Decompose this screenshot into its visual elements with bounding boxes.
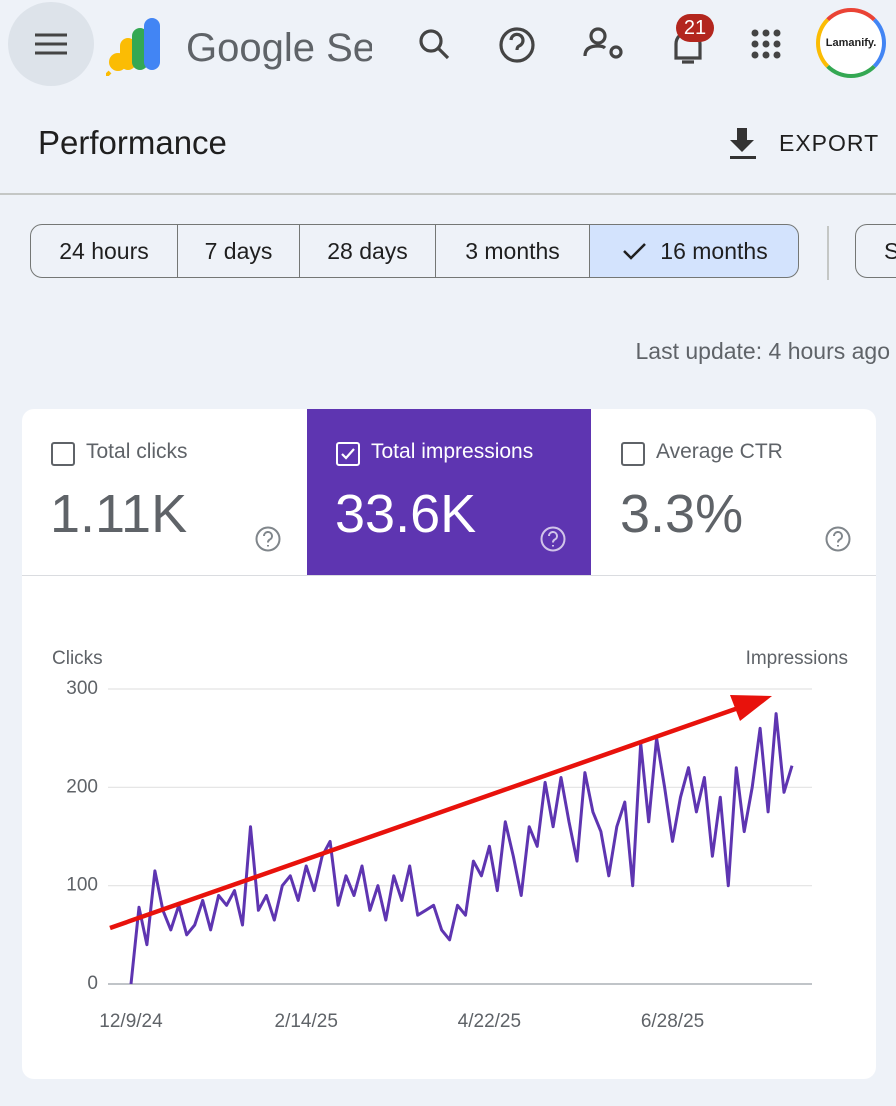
metric-value: 1.11K: [50, 484, 188, 544]
impressions-line: [129, 712, 794, 985]
date-range-button[interactable]: 3 months: [435, 224, 590, 278]
y-tick-label: 300: [66, 678, 98, 699]
x-tick-label: 12/9/24: [99, 1011, 163, 1032]
app-name: Google Sea: [186, 26, 372, 70]
y-tick-label: 200: [66, 776, 98, 797]
checkbox: [336, 442, 360, 466]
tile-divider: [22, 575, 876, 576]
y-tick-label: 0: [87, 973, 98, 994]
toolbar-icons: [419, 27, 781, 64]
separator: [827, 226, 829, 280]
avatar[interactable]: Lamanify.: [816, 8, 886, 78]
metric-value: 33.6K: [335, 484, 477, 544]
checkbox-box: [51, 442, 75, 466]
date-range-label: 28 days: [327, 237, 408, 264]
date-range-button[interactable]: 24 hours: [30, 224, 178, 278]
logo: [106, 18, 160, 76]
checkbox-box: [336, 442, 360, 466]
help-icon: [825, 526, 851, 552]
check: [623, 243, 647, 260]
metric-tile[interactable]: Total impressions 33.6K: [307, 409, 591, 575]
date-range-label: 16 months: [660, 237, 768, 264]
help-circle: [825, 526, 851, 552]
notification-badge: 21: [676, 14, 714, 42]
export-button[interactable]: EXPORT: [779, 130, 880, 156]
date-range-more[interactable]: S: [855, 224, 896, 278]
check-icon: [623, 243, 647, 260]
trend-arrow-head: [730, 695, 772, 721]
help-icon: [540, 526, 566, 552]
x-tick-label: 2/14/25: [275, 1011, 338, 1032]
help-mark: [263, 531, 273, 547]
divider: [0, 193, 896, 195]
metric-label: Total impressions: [371, 440, 534, 463]
checkbox: [621, 442, 645, 466]
export-icon: [730, 128, 756, 159]
checkbox-box: [621, 442, 645, 466]
date-range-button[interactable]: 28 days: [299, 224, 436, 278]
checkbox: [51, 442, 75, 466]
last-update: Last update: 4 hours ago: [635, 338, 890, 364]
metric-tile[interactable]: Average CTR 3.3%: [592, 409, 876, 575]
trend-arrow: [109, 703, 745, 931]
x-tick-label: 6/28/25: [641, 1011, 704, 1032]
chart: Clicks Impressions 0 100 200 300 12/9/24 2/14…: [52, 648, 848, 1032]
y-axis-label: Clicks: [52, 648, 103, 669]
help-mark: [548, 531, 558, 547]
date-range-label: 3 months: [465, 237, 560, 264]
help-mark: [833, 531, 843, 547]
metric-label: Average CTR: [656, 440, 783, 463]
menu-icon: [35, 33, 67, 55]
menu-button[interactable]: [8, 2, 94, 86]
page-title: Performance: [38, 124, 227, 161]
date-range-label: 24 hours: [59, 237, 149, 264]
metric-value: 3.3%: [620, 484, 744, 544]
date-range-button[interactable]: 16 months: [589, 224, 799, 278]
y-tick-label: 100: [66, 875, 98, 896]
help-circle: [540, 526, 566, 552]
checkbox-check: [341, 448, 355, 460]
y2-axis-label: Impressions: [746, 648, 848, 669]
help-icon: [255, 526, 281, 552]
help-circle: [255, 526, 281, 552]
metric-label: Total clicks: [86, 440, 188, 463]
metric-tile[interactable]: Total clicks 1.11K: [22, 409, 306, 575]
x-tick-label: 4/22/25: [458, 1011, 521, 1032]
date-range-label: 7 days: [204, 237, 273, 264]
date-range-button[interactable]: 7 days: [177, 224, 300, 278]
